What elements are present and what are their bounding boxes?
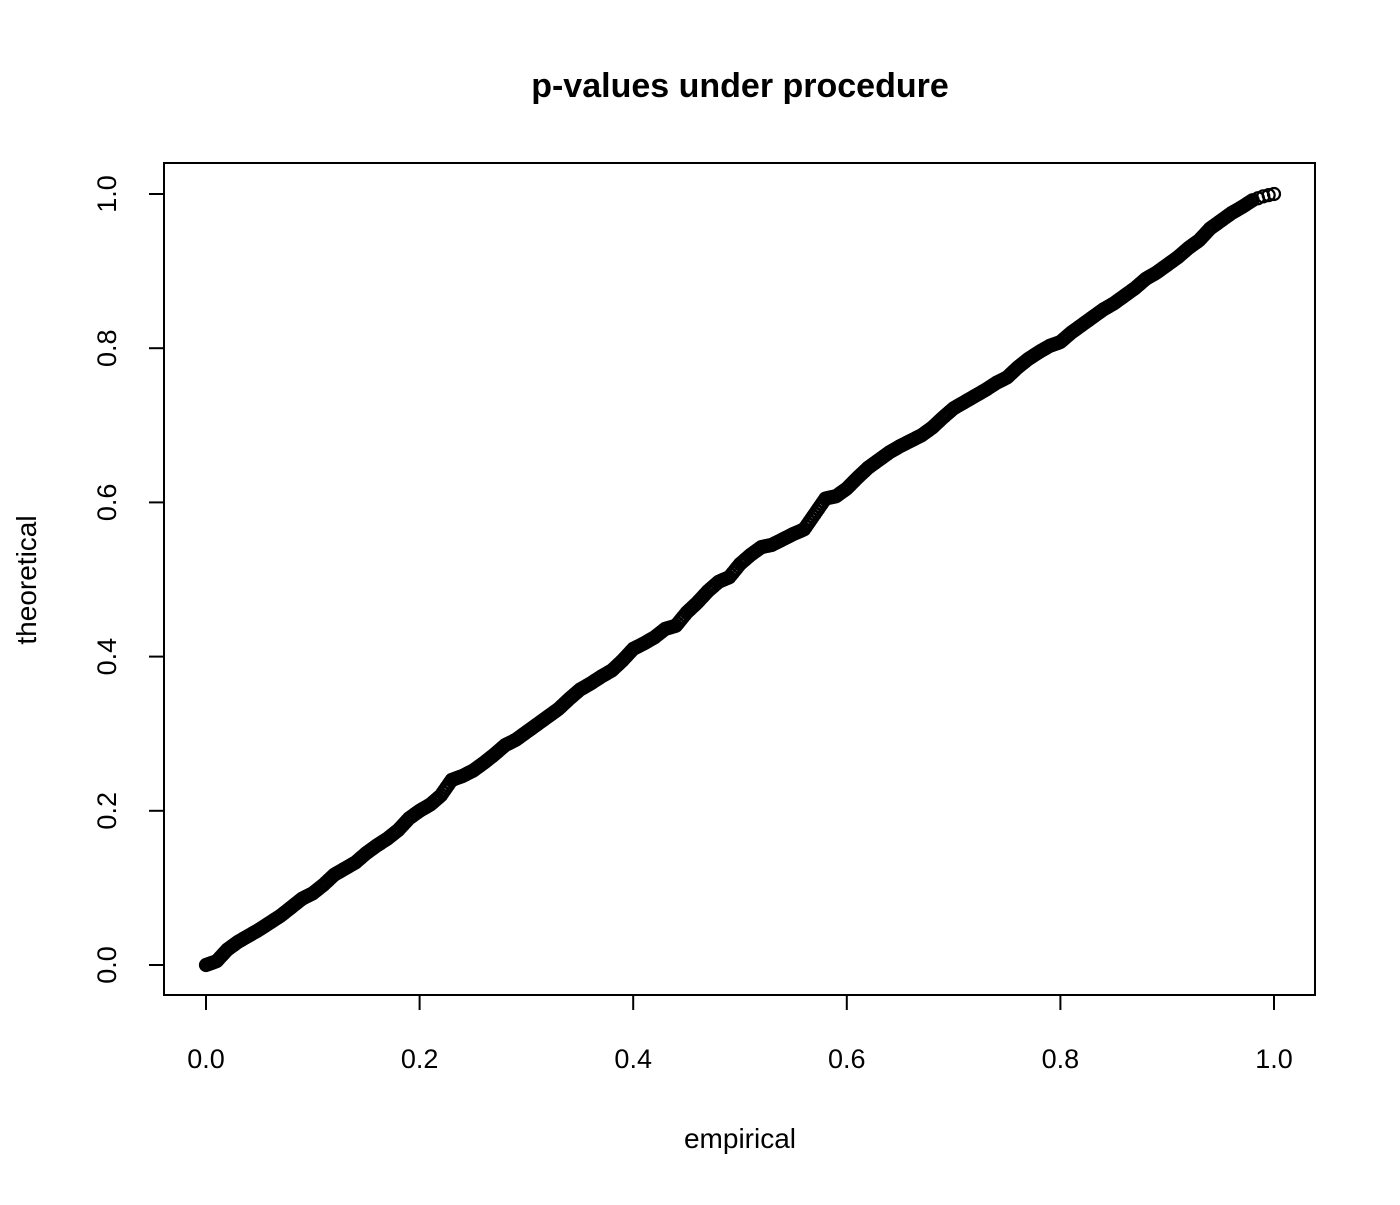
x-tick-label: 0.4: [614, 1044, 652, 1074]
y-tick-label: 0.4: [92, 638, 122, 676]
x-tick-label: 0.8: [1042, 1044, 1080, 1074]
x-tick-label: 0.6: [828, 1044, 866, 1074]
data-point: [1261, 188, 1276, 203]
data-points: [198, 186, 1282, 973]
y-tick-label: 0.6: [92, 484, 122, 522]
chart-title: p-values under procedure: [531, 67, 949, 105]
y-tick-label: 1.0: [92, 175, 122, 213]
y-axis: 0.0 0.2 0.4 0.6 0.8 1.0: [92, 175, 165, 984]
x-tick-label: 1.0: [1255, 1044, 1293, 1074]
x-axis: 0.0 0.2 0.4 0.6 0.8 1.0: [187, 994, 1293, 1074]
y-tick-label: 0.2: [92, 792, 122, 830]
x-tick-label: 0.2: [401, 1044, 439, 1074]
y-tick-label: 0.8: [92, 329, 122, 367]
data-point: [1266, 186, 1282, 202]
x-axis-label: empirical: [684, 1123, 796, 1154]
y-axis-label: theoretical: [11, 515, 42, 644]
y-tick-label: 0.0: [92, 946, 122, 984]
x-tick-label: 0.0: [187, 1044, 225, 1074]
